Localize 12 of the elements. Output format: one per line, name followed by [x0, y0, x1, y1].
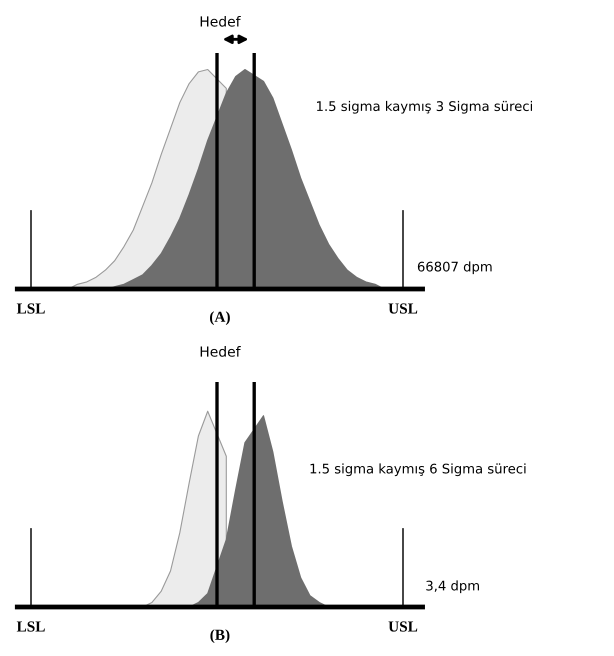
x-tick-label: USL [388, 621, 418, 632]
annotation: 66807 dpm [418, 261, 492, 274]
x-tick-label: LSL [16, 621, 45, 632]
x-tick-label: USL [388, 303, 418, 314]
chart-title: Hedef [200, 16, 241, 27]
chart-title: Hedef [200, 346, 241, 357]
x-axis-title: (B) [210, 629, 230, 644]
text: 3,4 dpm [426, 580, 479, 594]
x-tick-label: LSL [16, 303, 45, 314]
x-axis-title: (A) [210, 311, 230, 326]
annotation: 1.5 sigma kaymış 3 Sigma süreci [317, 100, 532, 114]
annotation: 1.5 sigma kaymış 6 Sigma süreci [310, 463, 526, 476]
